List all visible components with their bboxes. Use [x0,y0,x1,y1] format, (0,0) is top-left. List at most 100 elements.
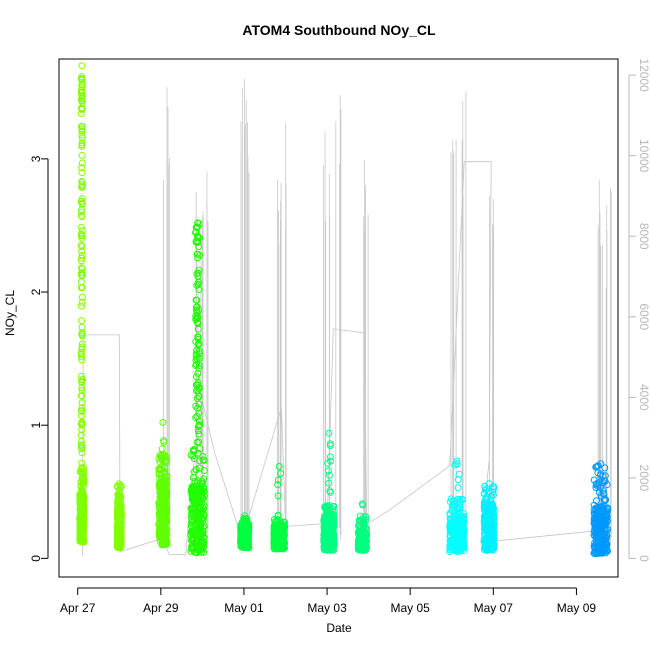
data-point [446,536,454,544]
flight-series [113,480,125,552]
x-tick-label: May 03 [307,601,347,615]
data-point [195,286,203,293]
data-point [454,496,462,503]
data-point [78,200,86,208]
data-point [189,535,197,543]
data-point [454,476,462,484]
data-point [360,519,368,527]
data-point [327,517,335,525]
data-point [78,384,86,392]
data-point [490,519,498,527]
data-point [160,438,168,446]
data-point [592,514,600,522]
data-point [114,515,122,523]
data-point [78,169,86,177]
data-point [323,535,331,543]
data-point [78,522,86,530]
data-point [115,480,123,488]
data-point [458,544,465,552]
x-tick-label: Apr 29 [143,601,179,615]
data-point [195,422,203,430]
data-point [78,131,86,139]
data-point [195,278,203,286]
data-point [459,520,467,528]
data-point [192,356,200,364]
right-tick-label: 12000 [637,58,650,92]
data-point [78,178,86,185]
data-point [156,466,164,474]
data-point [78,298,86,306]
data-point [194,219,202,227]
data-point [193,394,201,402]
data-point [163,482,171,489]
data-point [592,484,600,492]
data-point [78,81,86,89]
data-point [272,539,280,546]
data-point [193,306,200,314]
axes-layer: Apr 27 Apr 29 May 01 May 03 May 05 May 07 May … [29,58,650,614]
data-point [597,549,605,557]
flight-series [155,419,171,549]
data-point [78,323,86,331]
y-axis-label: NOy_CL [3,290,17,336]
data-point [450,516,458,524]
y-tick-label: 1 [29,422,43,429]
data-point [329,542,337,550]
data-point [196,486,204,494]
data-point [488,518,496,526]
data-point [160,491,168,499]
data-point [481,543,489,551]
data-point [600,489,607,497]
data-point [451,461,459,469]
data-point [484,531,492,539]
data-point [274,492,282,500]
data-point [601,464,609,472]
data-point [162,528,170,536]
data-point [77,271,85,279]
data-point [453,457,461,465]
data-point [115,539,123,546]
data-point [77,212,85,220]
plot-frame [58,58,619,578]
data-point [483,494,491,502]
data-point [78,412,86,420]
data-point [78,254,86,262]
data-point [194,423,202,431]
data-point [446,524,454,532]
data-point [603,540,611,548]
data-point [78,269,85,277]
data-point [78,459,86,467]
data-point [114,518,122,526]
data-point [195,362,203,369]
data-point [198,477,206,485]
data-point [329,538,337,546]
data-point [281,523,288,531]
data-point [196,533,204,541]
data-point [270,532,278,540]
data-point [114,506,122,514]
data-point [192,466,200,474]
data-point [200,475,208,483]
data-point [78,399,86,407]
data-point [193,413,201,420]
data-point [277,530,285,538]
data-point [322,521,330,529]
data-point [76,511,84,519]
data-point [454,506,462,514]
data-point [194,449,202,457]
flight-series [320,429,338,554]
data-point [78,302,85,310]
data-point [195,489,203,497]
data-point [159,528,167,536]
data-point [199,485,207,493]
data-point [77,257,85,265]
flight-series [590,460,611,558]
data-point [324,467,332,475]
data-point [324,538,332,546]
data-point [481,521,489,529]
data-point [188,510,196,518]
data-point [77,110,85,117]
data-point [78,142,86,150]
